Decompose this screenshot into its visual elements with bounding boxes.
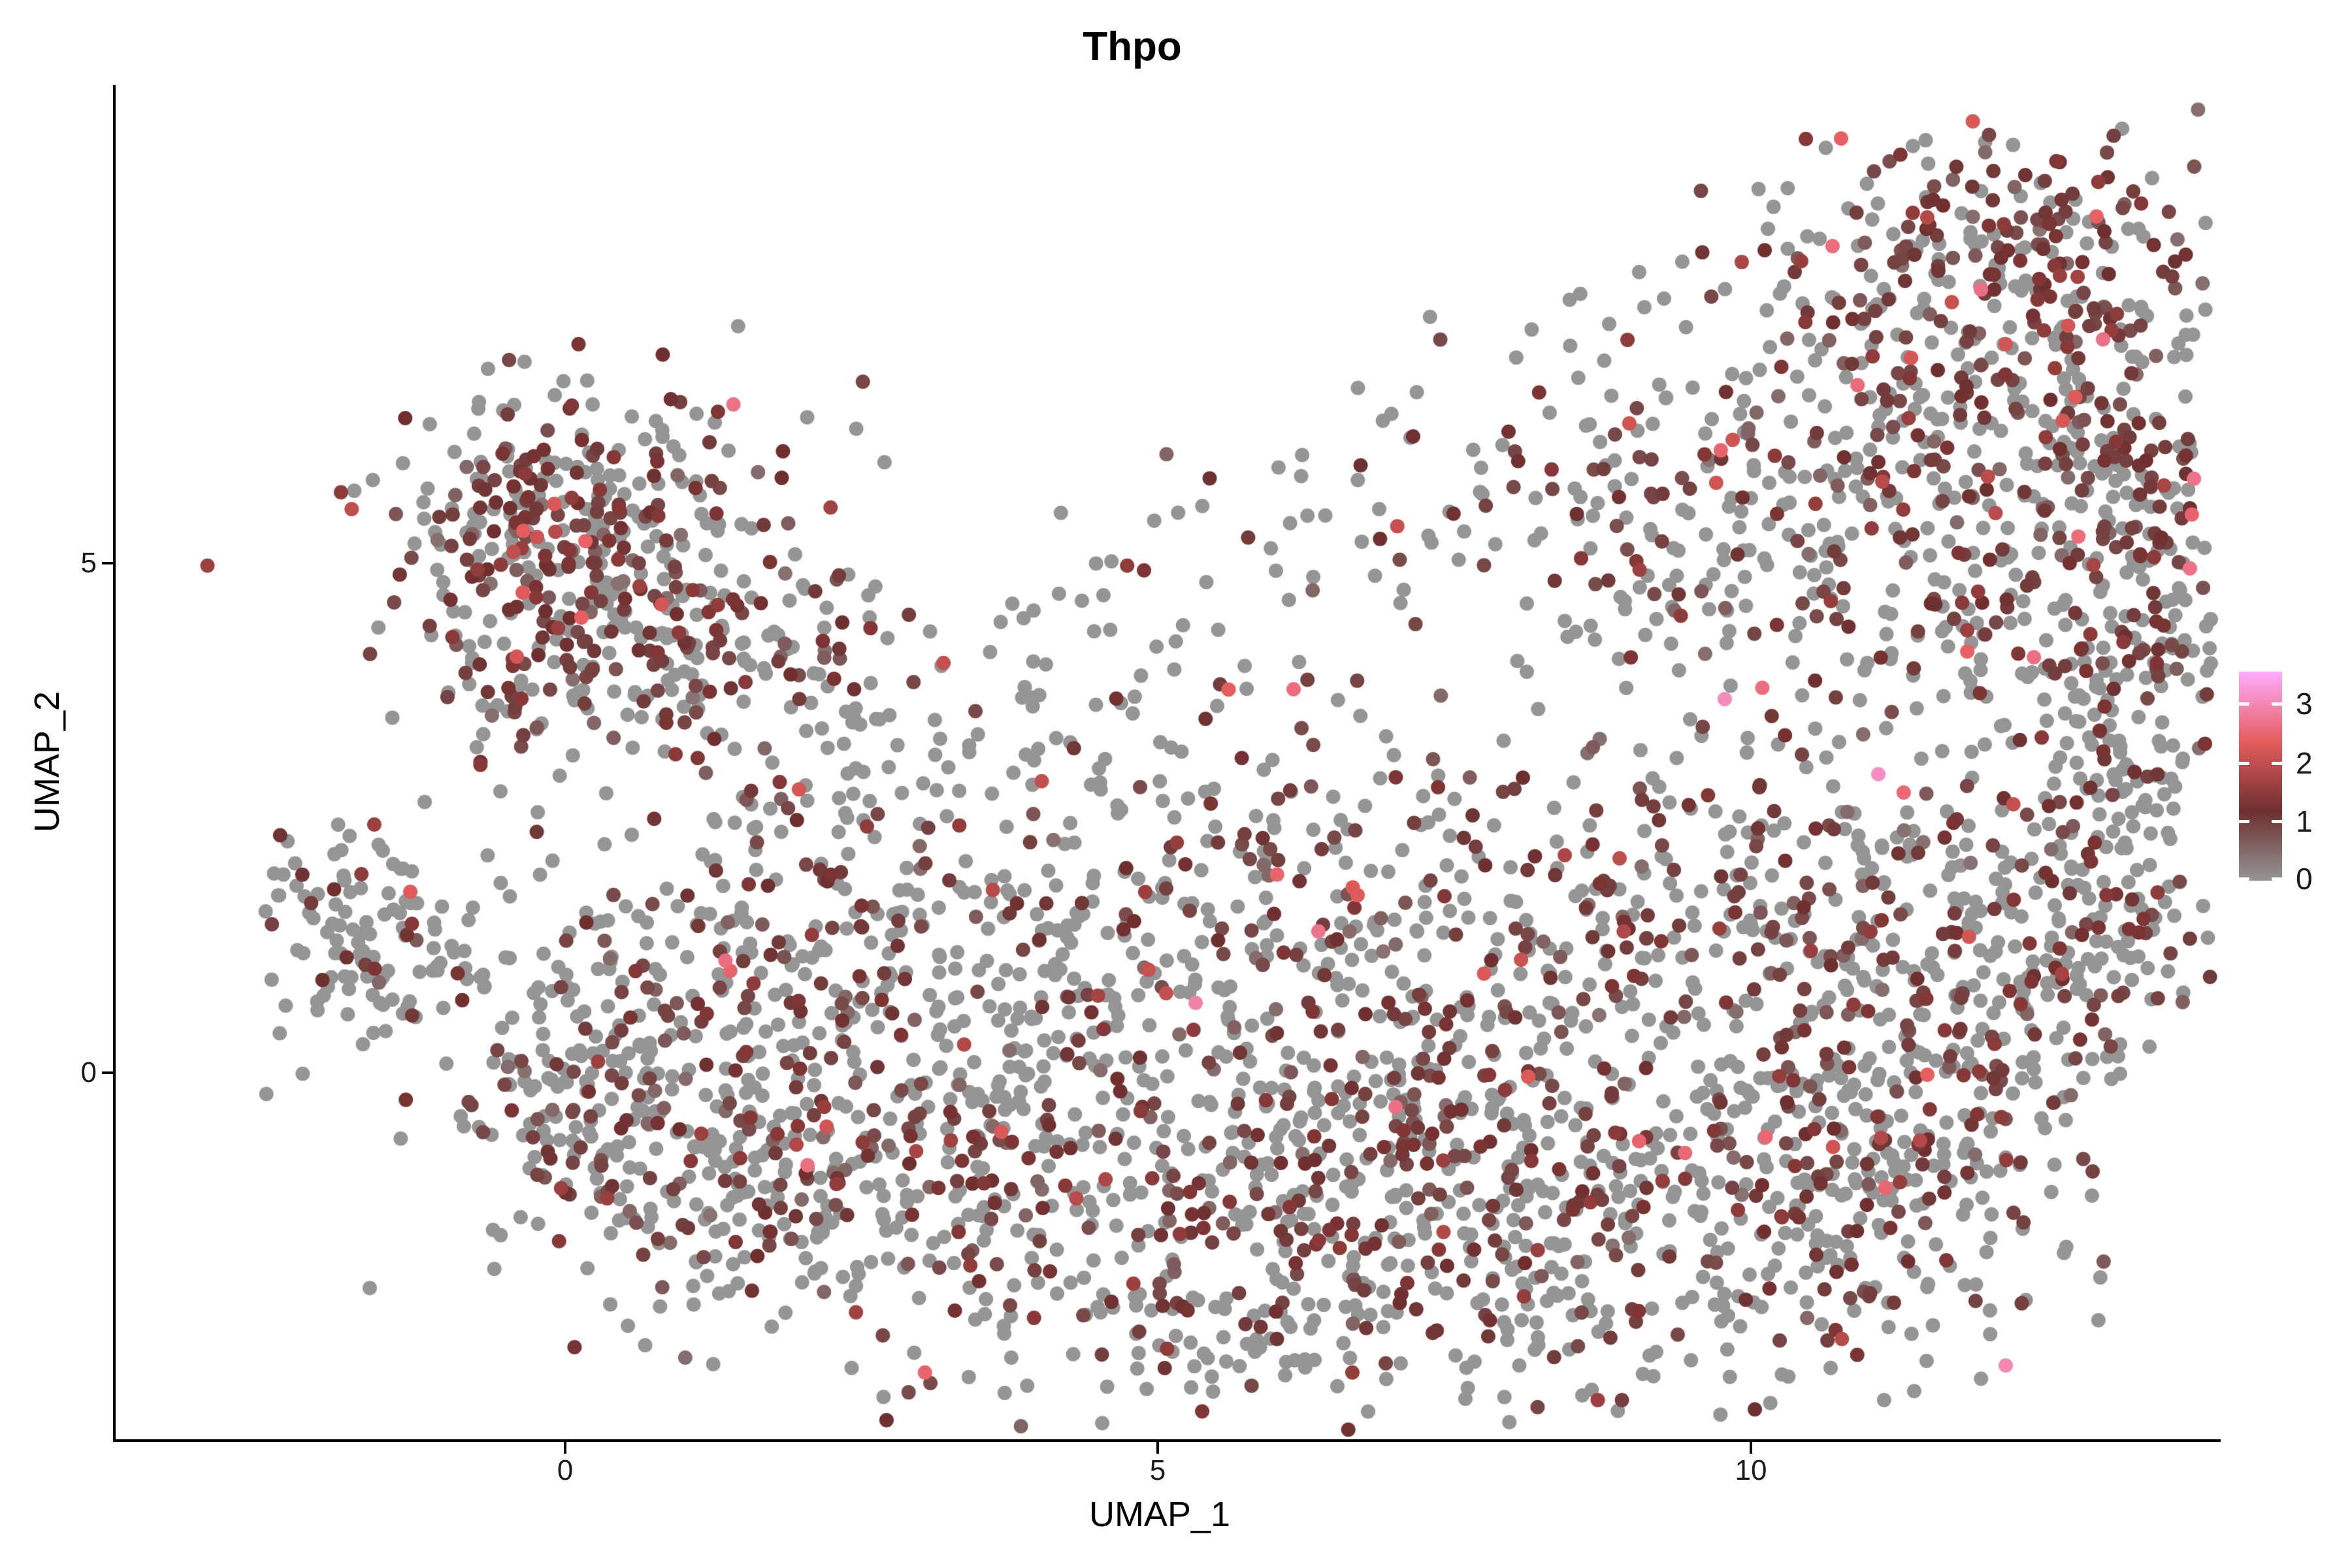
legend-tick-label: 3 bbox=[2296, 687, 2313, 721]
y-axis-line bbox=[113, 85, 116, 1442]
y-tick-mark bbox=[102, 1071, 114, 1074]
x-tick-mark bbox=[564, 1442, 566, 1454]
legend-tick-notch bbox=[2272, 702, 2282, 706]
x-tick-mark bbox=[1156, 1442, 1159, 1454]
legend-tick-label: 2 bbox=[2296, 746, 2313, 780]
y-tick-label: 0 bbox=[80, 1056, 97, 1088]
legend-tick-label: 1 bbox=[2296, 804, 2313, 838]
y-tick-label: 5 bbox=[80, 547, 97, 579]
x-axis-title: UMAP_1 bbox=[1088, 1495, 1231, 1534]
legend-tick-notch bbox=[2272, 820, 2282, 823]
plot-title: Thpo bbox=[1083, 24, 1182, 69]
y-axis-title: UMAP_2 bbox=[27, 691, 67, 833]
legend-tick-notch bbox=[2239, 877, 2249, 881]
legend-tick-label: 0 bbox=[2296, 862, 2313, 896]
legend-tick-notch bbox=[2272, 762, 2282, 765]
legend-tick-notch bbox=[2272, 877, 2282, 881]
legend-tick-notch bbox=[2239, 762, 2249, 765]
legend-tick-notch bbox=[2239, 820, 2249, 823]
legend-colorbar bbox=[2239, 672, 2282, 881]
x-tick-label: 5 bbox=[1149, 1454, 1166, 1486]
x-axis-line bbox=[113, 1439, 2221, 1442]
x-tick-label: 10 bbox=[1735, 1454, 1767, 1486]
y-tick-mark bbox=[102, 562, 114, 564]
x-tick-label: 0 bbox=[557, 1454, 574, 1486]
x-tick-mark bbox=[1750, 1442, 1752, 1454]
legend-tick-notch bbox=[2239, 702, 2249, 706]
